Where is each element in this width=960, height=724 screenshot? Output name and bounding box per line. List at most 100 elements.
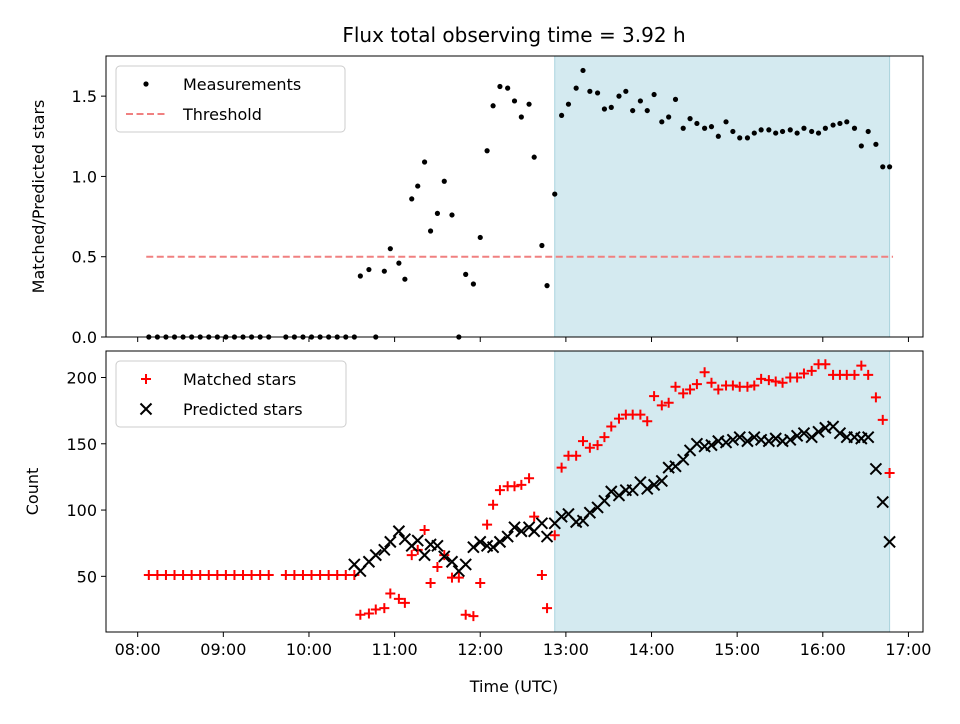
observing-span	[554, 350, 891, 633]
observing-span	[554, 55, 891, 338]
predicted-point	[805, 430, 818, 444]
predicted-point	[418, 548, 431, 562]
matched-point	[524, 473, 535, 484]
data-point	[484, 148, 490, 154]
data-point	[837, 120, 843, 127]
predicted-point	[861, 430, 875, 444]
matched-point	[460, 609, 471, 620]
data-point	[873, 141, 879, 147]
legend-frame	[115, 65, 346, 133]
data-point	[680, 125, 686, 131]
data-point	[415, 183, 421, 189]
y-axis-label: Matched/Predicted stars	[29, 100, 48, 294]
x-tick-label: 14:00	[628, 640, 674, 659]
data-point	[505, 85, 511, 91]
predicted-point	[748, 430, 761, 444]
series-1	[348, 420, 896, 578]
data-point	[587, 88, 593, 94]
predicted-point	[583, 506, 597, 519]
matched-point	[370, 604, 381, 615]
x-tick-label: 15:00	[714, 640, 760, 659]
data-point	[694, 120, 700, 127]
matched-point	[379, 603, 390, 614]
predicted-point	[378, 543, 391, 557]
predicted-point	[705, 438, 718, 452]
series-0	[143, 359, 895, 622]
data-point	[544, 283, 550, 289]
y-tick-label: 0.0	[72, 328, 97, 347]
matched-point	[863, 369, 874, 380]
predicted-point	[540, 530, 554, 543]
data-point	[477, 234, 483, 241]
matched-point	[332, 570, 343, 581]
series-0	[146, 67, 893, 340]
matched-point	[529, 511, 540, 522]
data-point	[518, 114, 524, 120]
y-axis-label: Count	[23, 468, 42, 516]
matched-point	[494, 485, 505, 496]
predicted-point	[833, 426, 847, 440]
matched-point	[246, 570, 257, 581]
predicted-point	[535, 517, 549, 530]
data-point	[644, 107, 650, 114]
matched-point	[152, 570, 163, 581]
data-point	[539, 242, 545, 249]
matched-point	[678, 388, 689, 399]
data-point	[651, 91, 657, 98]
matched-point	[727, 380, 738, 391]
predicted-point	[797, 426, 811, 440]
x-tick-label: 12:00	[457, 640, 503, 659]
data-point	[396, 260, 402, 266]
matched-point	[315, 570, 326, 581]
matched-point	[613, 413, 624, 424]
y-tick-label: 150	[66, 435, 97, 454]
data-point	[659, 119, 665, 125]
data-point	[490, 103, 496, 109]
matched-point	[556, 462, 567, 473]
predicted-point	[769, 432, 782, 445]
data-point	[809, 128, 815, 135]
data-point	[357, 273, 363, 279]
data-point	[637, 98, 643, 104]
data-point	[830, 122, 836, 128]
matched-point	[685, 384, 696, 395]
y-tick-label: 50	[77, 567, 97, 586]
data-point	[387, 246, 393, 252]
matched-point	[642, 416, 653, 427]
data-point	[737, 135, 743, 141]
data-point	[580, 67, 586, 74]
data-point	[751, 130, 757, 136]
predicted-point	[411, 534, 424, 547]
matched-point	[468, 611, 479, 622]
x-tick-label: 10:00	[286, 640, 332, 659]
data-point	[730, 128, 736, 135]
matched-point	[806, 365, 817, 376]
legend-label: Measurements	[183, 75, 301, 94]
data-point	[702, 125, 708, 131]
data-point	[559, 112, 565, 119]
matched-point	[877, 414, 888, 425]
x-tick-label: 11:00	[372, 640, 418, 659]
legend: Matched stars Predicted stars	[115, 360, 347, 428]
matched-point	[571, 450, 582, 461]
data-point	[779, 128, 786, 135]
data-point	[427, 228, 434, 234]
predicted-point	[677, 453, 690, 466]
matched-point	[306, 570, 317, 581]
data-point	[381, 268, 387, 274]
matched-point	[649, 391, 660, 402]
predicted-point	[493, 535, 507, 549]
predicted-point	[486, 540, 500, 554]
bottom-panel: 08:00 09:00 10:00 11:00 12:00 13:00 14:00 15:00…	[23, 350, 931, 659]
matched-point	[870, 392, 881, 403]
matched-point	[475, 577, 486, 588]
data-point	[366, 266, 372, 273]
y-tick-label: 200	[66, 369, 97, 388]
matched-point	[691, 379, 702, 390]
matched-point	[238, 570, 249, 581]
matched-point	[419, 524, 430, 535]
data-point	[434, 210, 441, 216]
matched-point	[349, 570, 360, 581]
data-point	[526, 101, 532, 107]
matched-point	[606, 421, 617, 432]
